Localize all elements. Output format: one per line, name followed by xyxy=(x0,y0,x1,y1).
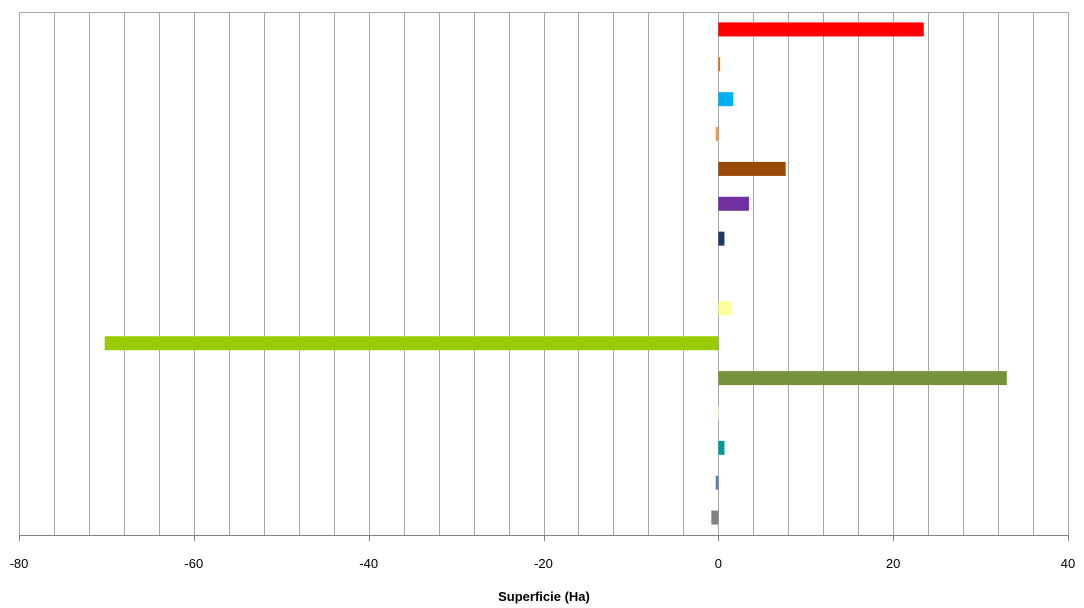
bar xyxy=(718,440,725,455)
x-tick-label: 40 xyxy=(1061,556,1075,571)
x-tick-label: -20 xyxy=(534,556,553,571)
bar xyxy=(718,371,1007,386)
bar xyxy=(715,475,719,490)
x-tick-label: -40 xyxy=(359,556,378,571)
gridlines xyxy=(19,12,1069,535)
x-axis xyxy=(19,535,1069,541)
bar xyxy=(718,92,734,107)
bars xyxy=(104,22,1007,525)
x-tick-label: -60 xyxy=(184,556,203,571)
bar xyxy=(718,231,725,246)
bar xyxy=(715,127,719,142)
bar xyxy=(711,510,719,525)
bar xyxy=(718,22,924,37)
x-tick-label: 0 xyxy=(715,556,722,571)
bar xyxy=(718,161,786,176)
bar xyxy=(718,57,721,72)
bar xyxy=(718,405,720,420)
bar xyxy=(104,336,719,351)
bar xyxy=(718,196,749,211)
x-tick-labels: -80 -60 -40 -20 0 20 40 xyxy=(10,556,1076,571)
x-axis-title: Superficie (Ha) xyxy=(498,589,590,604)
x-tick-label: -80 xyxy=(10,556,29,571)
x-tick-label: 20 xyxy=(886,556,900,571)
bar xyxy=(718,301,732,316)
